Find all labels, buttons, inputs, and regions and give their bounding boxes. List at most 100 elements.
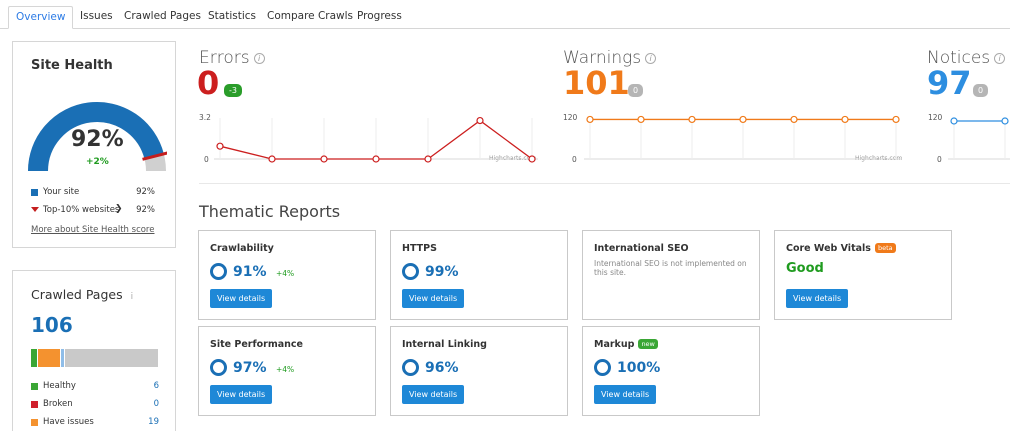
legend-value: 92% xyxy=(136,205,155,215)
legend-label: Top-10% websites xyxy=(43,205,120,215)
errors-data-point[interactable] xyxy=(476,116,484,125)
legend-top10[interactable]: Top-10% websites ❯ 92% xyxy=(31,204,155,217)
tab-statistics[interactable]: Statistics xyxy=(208,10,256,22)
legend-broken[interactable]: Broken 0 xyxy=(31,399,159,411)
internal-linking-view-details-button[interactable]: View details xyxy=(402,385,465,404)
crawlability-card: Crawlability 91% +4% View details xyxy=(198,230,376,320)
crawlability-pct: 91% xyxy=(233,264,267,280)
international-seo-card: International SEO International SEO is n… xyxy=(582,230,760,320)
markup-title-text: Markup xyxy=(594,339,635,350)
warnings-data-point[interactable] xyxy=(892,115,900,124)
errors-value[interactable]: 0 xyxy=(197,64,220,102)
errors-data-point[interactable] xyxy=(268,155,276,163)
bar-segment-other[interactable] xyxy=(65,349,159,367)
legend-label: Broken xyxy=(43,399,73,409)
bar-segment-healthy[interactable] xyxy=(31,349,39,367)
core-web-vitals-title-text: Core Web Vitals xyxy=(786,243,871,254)
progress-ring-icon xyxy=(402,359,419,376)
site-health-gauge xyxy=(28,102,167,172)
tab-compare-crawls[interactable]: Compare Crawls xyxy=(267,10,354,22)
legend-your-site: Your site 92% xyxy=(31,187,155,199)
progress-ring-icon xyxy=(594,359,611,376)
international-seo-title: International SEO xyxy=(594,243,689,254)
notices-ymin-label: 0 xyxy=(937,155,942,164)
legend-value[interactable]: 0 xyxy=(153,399,159,409)
warnings-data-point[interactable] xyxy=(688,115,696,124)
errors-data-point[interactable] xyxy=(528,155,536,163)
errors-badge: -3 xyxy=(224,84,242,97)
notices-title: Notices i xyxy=(927,48,1006,68)
triangle-down-icon xyxy=(31,207,39,212)
notices-data-point[interactable] xyxy=(1001,117,1009,125)
markup-card: Markup new 100% View details xyxy=(582,326,760,416)
bar-segment-redirects[interactable] xyxy=(61,349,66,367)
site-health-title: Site Health xyxy=(31,58,113,73)
site-health-delta: +2% xyxy=(86,157,109,167)
core-web-vitals-view-details-button[interactable]: View details xyxy=(786,289,849,308)
divider xyxy=(199,183,1010,184)
crawled-pages-bar xyxy=(31,349,159,367)
info-icon[interactable]: i xyxy=(253,53,265,64)
warnings-data-point[interactable] xyxy=(637,115,645,124)
notices-ymax-label: 120 xyxy=(928,113,943,122)
notices-data-point[interactable] xyxy=(950,117,958,125)
healthy-swatch xyxy=(31,383,38,390)
crawled-pages-count[interactable]: 106 xyxy=(31,313,73,337)
progress-ring-icon xyxy=(210,359,227,376)
warnings-title-text: Warnings xyxy=(563,48,642,68)
new-tag: new xyxy=(638,339,658,349)
legend-value[interactable]: 19 xyxy=(148,417,159,427)
site-health-percent: 92% xyxy=(71,127,124,152)
errors-data-point[interactable] xyxy=(424,155,432,163)
tab-crawled-pages[interactable]: Crawled Pages xyxy=(124,10,201,22)
core-web-vitals-status: Good xyxy=(786,261,824,276)
chevron-down-icon[interactable]: ❯ xyxy=(115,204,123,214)
legend-have-issues[interactable]: Have issues 19 xyxy=(31,417,159,429)
crawlability-title: Crawlability xyxy=(210,243,274,254)
tab-overview[interactable]: Overview xyxy=(8,6,74,29)
progress-ring-icon xyxy=(402,263,419,280)
crawled-pages-card: Crawled Pages i 106 Healthy 6 Broken 0 H… xyxy=(12,270,176,431)
more-about-site-health-link[interactable]: More about Site Health score xyxy=(31,225,155,235)
tab-issues[interactable]: Issues xyxy=(80,10,113,22)
info-icon[interactable]: i xyxy=(994,53,1006,64)
internal-linking-title: Internal Linking xyxy=(402,339,487,350)
legend-label: Healthy xyxy=(43,381,76,391)
tab-progress[interactable]: Progress xyxy=(357,10,402,22)
notices-value[interactable]: 97 xyxy=(927,64,972,102)
legend-value[interactable]: 6 xyxy=(153,381,159,391)
https-view-details-button[interactable]: View details xyxy=(402,289,465,308)
warnings-data-point[interactable] xyxy=(586,115,594,124)
warnings-ymin-label: 0 xyxy=(572,155,577,164)
https-pct: 99% xyxy=(425,264,459,280)
errors-ymin-label: 0 xyxy=(204,155,209,164)
crawled-pages-title: Crawled Pages i xyxy=(31,287,133,302)
https-title: HTTPS xyxy=(402,243,437,254)
site-performance-view-details-button[interactable]: View details xyxy=(210,385,273,404)
core-web-vitals-card: Core Web Vitals beta Good View details xyxy=(774,230,952,320)
site-performance-pct: 97% xyxy=(233,360,267,376)
warnings-title: Warnings i xyxy=(563,48,657,68)
errors-data-point[interactable] xyxy=(320,155,328,163)
legend-healthy[interactable]: Healthy 6 xyxy=(31,381,159,393)
errors-data-point[interactable] xyxy=(216,142,224,150)
errors-title-text: Errors xyxy=(199,48,250,68)
warnings-data-point[interactable] xyxy=(841,115,849,124)
warnings-ymax-label: 120 xyxy=(563,113,578,122)
warnings-data-point[interactable] xyxy=(790,115,798,124)
errors-ymax-label: 3.2 xyxy=(199,113,211,122)
bar-segment-have-issues[interactable] xyxy=(38,349,62,367)
crawlability-view-details-button[interactable]: View details xyxy=(210,289,273,308)
errors-data-point[interactable] xyxy=(372,155,380,163)
site-performance-title: Site Performance xyxy=(210,339,303,350)
info-icon[interactable]: i xyxy=(130,292,134,302)
info-icon[interactable]: i xyxy=(645,53,657,64)
site-performance-delta: +4% xyxy=(276,365,295,374)
warnings-value[interactable]: 101 xyxy=(563,64,630,102)
have-issues-swatch xyxy=(31,419,38,426)
warnings-data-point[interactable] xyxy=(739,115,747,124)
notices-title-text: Notices xyxy=(927,48,991,68)
beta-tag: beta xyxy=(874,243,896,253)
site-health-card: Site Health 92% +2% Your site 92% Top-10… xyxy=(12,41,176,248)
markup-view-details-button[interactable]: View details xyxy=(594,385,657,404)
